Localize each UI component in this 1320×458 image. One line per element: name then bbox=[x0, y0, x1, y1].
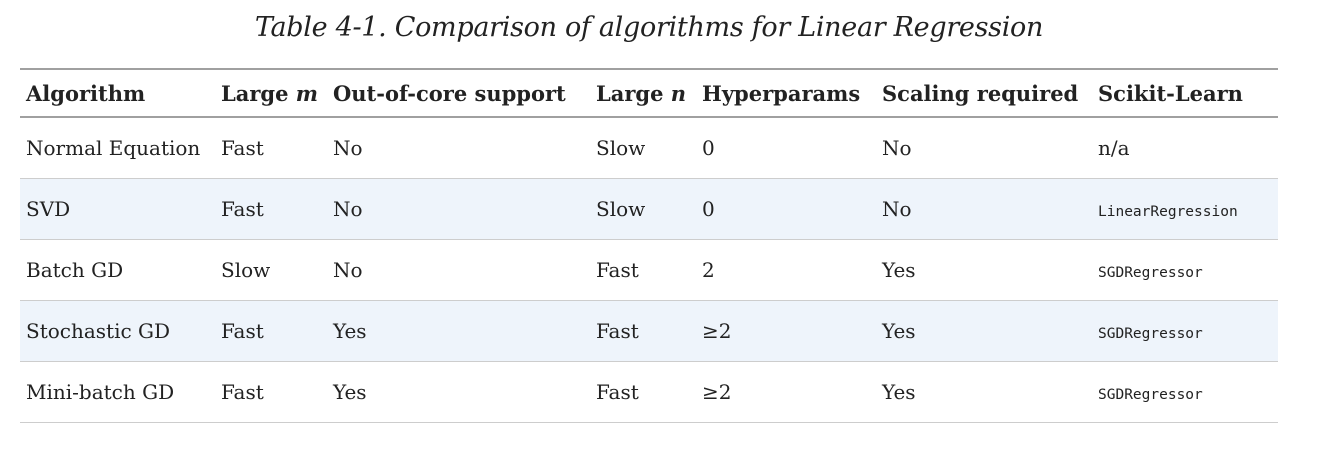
cell-scaling: Yes bbox=[876, 361, 1092, 423]
cell-scikit-learn: SGDRegressor bbox=[1092, 300, 1278, 362]
cell-hyperparams: ≥2 bbox=[696, 300, 876, 362]
cell-scikit-learn: SGDRegressor bbox=[1092, 361, 1278, 423]
header-out-of-core: Out-of-core support bbox=[327, 68, 590, 118]
cell-large-m: Fast bbox=[215, 300, 327, 362]
cell-hyperparams: 0 bbox=[696, 178, 876, 240]
cell-algorithm: Batch GD bbox=[20, 239, 215, 301]
cell-hyperparams: 0 bbox=[696, 117, 876, 179]
cell-algorithm: Stochastic GD bbox=[20, 300, 215, 362]
header-large-n: Large n bbox=[590, 68, 696, 118]
header-algorithm: Algorithm bbox=[20, 68, 215, 118]
header-large-m-prefix: Large bbox=[221, 80, 289, 106]
cell-algorithm: Mini-batch GD bbox=[20, 361, 215, 423]
table-caption: Table 4-1. Comparison of algorithms for … bbox=[254, 12, 1044, 43]
cell-large-n: Fast bbox=[590, 300, 696, 362]
cell-large-m: Slow bbox=[215, 239, 327, 301]
cell-out-of-core: No bbox=[327, 178, 590, 240]
table-row: SVD Fast No Slow 0 No LinearRegression bbox=[20, 178, 1278, 240]
cell-algorithm: SVD bbox=[20, 178, 215, 240]
cell-large-m: Fast bbox=[215, 178, 327, 240]
cell-large-n: Fast bbox=[590, 361, 696, 423]
cell-large-m: Fast bbox=[215, 361, 327, 423]
header-large-m: Large m bbox=[215, 68, 327, 118]
cell-scikit-learn: SGDRegressor bbox=[1092, 239, 1278, 301]
cell-algorithm: Normal Equation bbox=[20, 117, 215, 179]
header-large-n-prefix: Large bbox=[596, 80, 664, 106]
cell-large-n: Slow bbox=[590, 117, 696, 179]
cell-out-of-core: No bbox=[327, 117, 590, 179]
cell-scaling: No bbox=[876, 178, 1092, 240]
table-header-row: Algorithm Large m Out-of-core support La… bbox=[20, 68, 1278, 118]
table-row: Mini-batch GD Fast Yes Fast ≥2 Yes SGDRe… bbox=[20, 361, 1278, 423]
cell-out-of-core: Yes bbox=[327, 361, 590, 423]
cell-out-of-core: No bbox=[327, 239, 590, 301]
cell-hyperparams: 2 bbox=[696, 239, 876, 301]
table-row: Stochastic GD Fast Yes Fast ≥2 Yes SGDRe… bbox=[20, 300, 1278, 362]
cell-large-n: Fast bbox=[590, 239, 696, 301]
table-row: Batch GD Slow No Fast 2 Yes SGDRegressor bbox=[20, 239, 1278, 301]
cell-scaling: Yes bbox=[876, 239, 1092, 301]
cell-scikit-learn: n/a bbox=[1092, 117, 1278, 179]
header-scikit-learn: Scikit-Learn bbox=[1092, 68, 1278, 118]
table-row: Normal Equation Fast No Slow 0 No n/a bbox=[20, 117, 1278, 179]
header-scaling-required: Scaling required bbox=[876, 68, 1092, 118]
cell-out-of-core: Yes bbox=[327, 300, 590, 362]
header-large-m-variable: m bbox=[295, 80, 319, 106]
cell-large-m: Fast bbox=[215, 117, 327, 179]
cell-hyperparams: ≥2 bbox=[696, 361, 876, 423]
cell-large-n: Slow bbox=[590, 178, 696, 240]
cell-scikit-learn: LinearRegression bbox=[1092, 178, 1278, 240]
header-large-n-variable: n bbox=[670, 80, 687, 106]
cell-scaling: Yes bbox=[876, 300, 1092, 362]
header-hyperparams: Hyperparams bbox=[696, 68, 876, 118]
cell-scaling: No bbox=[876, 117, 1092, 179]
algorithm-comparison-table: Algorithm Large m Out-of-core support La… bbox=[20, 68, 1278, 423]
